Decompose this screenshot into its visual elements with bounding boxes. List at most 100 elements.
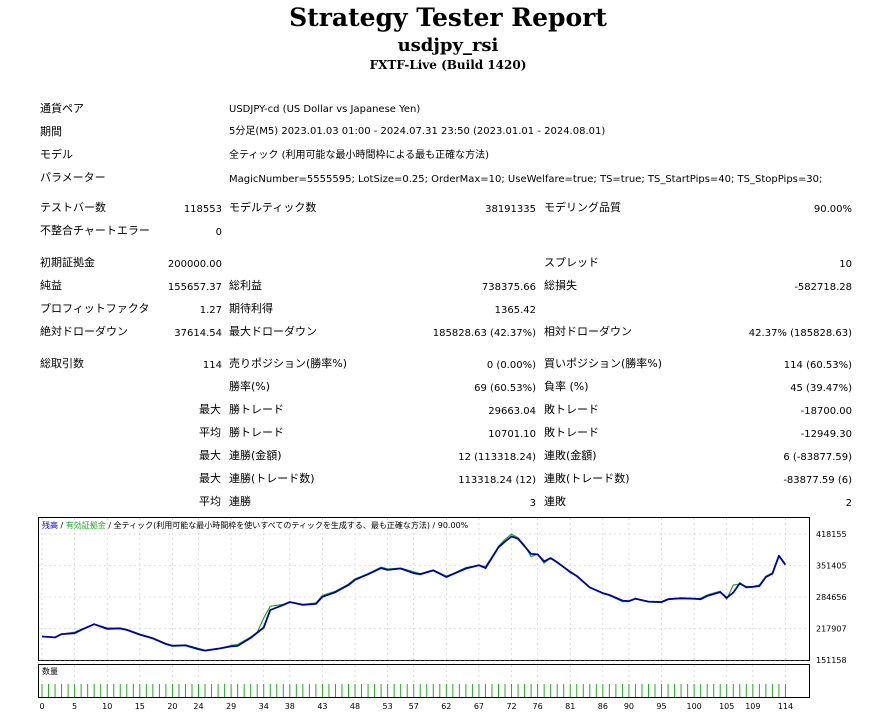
x-tick-label: 109 bbox=[745, 702, 760, 711]
x-tick-label: 67 bbox=[474, 702, 484, 711]
cons-losses-money-label: 連敗(金額) bbox=[544, 449, 597, 462]
x-tick-label: 43 bbox=[317, 702, 327, 711]
balance-line bbox=[41, 535, 787, 652]
x-tick-label: 105 bbox=[719, 702, 734, 711]
avg-cons-losses-label: 連敗 bbox=[544, 495, 566, 508]
long-label: 買いポジション(勝率%) bbox=[544, 357, 663, 370]
params-value: MagicNumber=5555595; LotSize=0.25; Order… bbox=[229, 174, 823, 185]
legend-balance: 残高 bbox=[42, 520, 58, 530]
x-tick-label: 53 bbox=[383, 702, 393, 711]
legend-quality: / 90.00% bbox=[430, 521, 469, 530]
x-tick-label: 76 bbox=[533, 702, 543, 711]
mismatch-label: 不整合チャートエラー bbox=[40, 224, 150, 237]
pf-value: 1.27 bbox=[199, 305, 222, 316]
deposit-label: 初期証拠金 bbox=[40, 256, 95, 269]
avg-loss-value: -12949.30 bbox=[800, 429, 852, 440]
x-axis-ticks: 0 5 10 15 20 24 29 34 38 43 48 53 57 62 67 72 76 81 86 90 95… bbox=[39, 702, 793, 711]
expected-label: 期待利得 bbox=[229, 302, 273, 315]
quality-value: 90.00% bbox=[813, 204, 852, 215]
y-tick-label: 217907 bbox=[816, 625, 847, 634]
deposit-value: 200000.00 bbox=[167, 259, 222, 270]
max-dd-label: 最大ドローダウン bbox=[229, 325, 317, 338]
y-axis-ticks: 418155 351405 284656 217907 151158 bbox=[816, 530, 847, 665]
y-tick-label: 351405 bbox=[816, 562, 847, 571]
x-tick-label: 72 bbox=[506, 702, 516, 711]
gross-loss-label: 総損失 bbox=[544, 279, 577, 292]
period-value: 5分足(M5) 2023.01.03 01:00 - 2024.07.31 23… bbox=[229, 126, 606, 137]
rel-dd-label: 相対ドローダウン bbox=[544, 325, 632, 338]
bars-value: 118553 bbox=[183, 204, 222, 215]
gross-profit-label: 総利益 bbox=[229, 279, 262, 292]
avg-label-1: 平均 bbox=[199, 426, 221, 439]
legend-equity: 有効証拠金 bbox=[66, 520, 106, 530]
report-title: Strategy Tester Report bbox=[289, 3, 607, 32]
cons-losses-count-value: -83877.59 (6) bbox=[783, 475, 852, 486]
symbol-title: usdjpy_rsi bbox=[397, 35, 499, 56]
net-value: 155657.37 bbox=[167, 282, 222, 293]
avg-win-value: 10701.10 bbox=[488, 429, 536, 440]
short-label: 売りポジション(勝率%) bbox=[229, 357, 348, 370]
loss-rate-label: 負率 (%) bbox=[544, 380, 589, 393]
cons-wins-count-value: 113318.24 (12) bbox=[458, 475, 536, 486]
currency-value: USDJPY-cd (US Dollar vs Japanese Yen) bbox=[229, 104, 421, 115]
abs-dd-value: 37614.54 bbox=[174, 328, 222, 339]
max-dd-value: 185828.63 (42.37%) bbox=[432, 328, 536, 339]
currency-label: 通貨ペア bbox=[40, 102, 84, 115]
x-tick-label: 95 bbox=[656, 702, 666, 711]
bars-label: テストバー数 bbox=[40, 201, 106, 214]
x-tick-label: 81 bbox=[565, 702, 575, 711]
period-label: 期間 bbox=[40, 125, 62, 138]
volume-bars bbox=[41, 684, 786, 697]
long-value: 114 (60.53%) bbox=[783, 360, 852, 371]
legend-separator-1: / bbox=[58, 521, 66, 530]
volume-label: 数量 bbox=[42, 666, 58, 676]
x-tick-label: 62 bbox=[441, 702, 451, 711]
x-tick-label: 86 bbox=[598, 702, 608, 711]
y-tick-label: 284656 bbox=[816, 593, 847, 602]
win-rate-value: 69 (60.53%) bbox=[474, 383, 536, 394]
cons-losses-money-value: 6 (-83877.59) bbox=[783, 452, 852, 463]
gross-profit-value: 738375.66 bbox=[481, 282, 536, 293]
max-label-1: 最大 bbox=[199, 403, 221, 416]
gross-loss-value: -582718.28 bbox=[794, 282, 852, 293]
server-title: FXTF-Live (Build 1420) bbox=[369, 58, 527, 72]
x-tick-label: 34 bbox=[259, 702, 269, 711]
model-value: 全ティック (利用可能な最小時間枠による最も正確な方法) bbox=[229, 150, 490, 161]
cons-losses-count-label: 連敗(トレード数) bbox=[544, 472, 630, 485]
y-tick-label: 418155 bbox=[816, 530, 847, 539]
params-label: パラメーター bbox=[40, 171, 106, 184]
expected-value: 1365.42 bbox=[494, 305, 536, 316]
chart-legend: 残高 / 有効証拠金 / 全ティック(利用可能な最小時間枠を使いすべてのティック… bbox=[42, 520, 469, 530]
x-tick-label: 29 bbox=[226, 702, 236, 711]
cons-wins-money-value: 12 (113318.24) bbox=[458, 452, 536, 463]
x-tick-label: 90 bbox=[624, 702, 634, 711]
x-tick-label: 10 bbox=[102, 702, 112, 711]
avg-cons-losses-value: 2 bbox=[845, 498, 852, 509]
x-tick-label: 114 bbox=[778, 702, 793, 711]
max-label-3: 最大 bbox=[199, 472, 221, 485]
avg-win-label: 勝トレード bbox=[229, 426, 284, 439]
x-tick-label: 48 bbox=[350, 702, 360, 711]
pf-label: プロフィットファクタ bbox=[40, 302, 150, 315]
avg-loss-label: 敗トレード bbox=[544, 426, 599, 439]
x-tick-label: 100 bbox=[686, 702, 701, 711]
x-tick-label: 20 bbox=[167, 702, 177, 711]
avg-cons-wins-label: 連勝 bbox=[229, 495, 251, 508]
largest-win-label: 勝トレード bbox=[229, 403, 284, 416]
balance-chart: 418155 351405 284656 217907 151158 0 5 10 15 20 2… bbox=[38, 517, 847, 711]
short-value: 0 (0.00%) bbox=[486, 360, 536, 371]
mismatch-value: 0 bbox=[215, 227, 222, 238]
x-tick-label: 38 bbox=[285, 702, 295, 711]
legend-model: 全ティック(利用可能な最小時間枠を使いすべてのティックを生成する、最も正確な方法… bbox=[114, 520, 430, 530]
main-plot-frame bbox=[38, 517, 810, 661]
win-rate-label: 勝率(%) bbox=[229, 380, 271, 393]
x-tick-label: 5 bbox=[72, 702, 77, 711]
x-tick-label: 0 bbox=[39, 702, 44, 711]
net-label: 純益 bbox=[40, 279, 62, 292]
x-tick-label: 24 bbox=[193, 702, 203, 711]
largest-win-value: 29663.04 bbox=[488, 406, 536, 417]
abs-dd-label: 絶対ドローダウン bbox=[40, 325, 128, 338]
total-trades-value: 114 bbox=[202, 360, 222, 371]
x-tick-label: 15 bbox=[135, 702, 145, 711]
rel-dd-value: 42.37% (185828.63) bbox=[748, 328, 852, 339]
